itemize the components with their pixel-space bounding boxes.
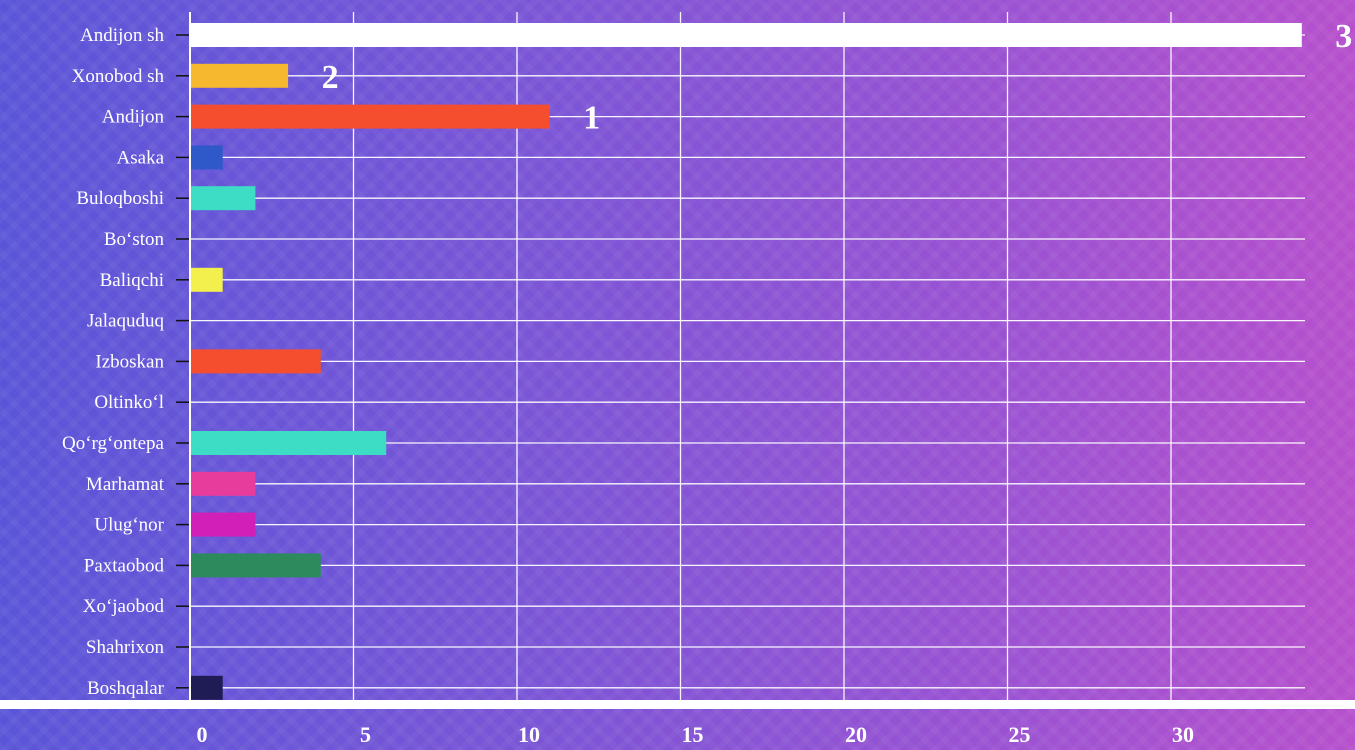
bar	[191, 145, 223, 170]
bar-labels: 3 2 1	[322, 18, 1353, 137]
y-axis-labels: Andijon sh Xonobod sh Andijon Asaka Buloqbos…	[62, 25, 165, 699]
category-label: Buloqboshi	[76, 188, 164, 209]
bars	[191, 23, 1302, 700]
category-label: Bo‘ston	[104, 229, 165, 250]
bar	[191, 104, 550, 129]
category-label: Xo‘jaobod	[83, 596, 165, 617]
category-label: Shahrixon	[86, 637, 165, 658]
x-tick-label: 30	[1172, 722, 1194, 747]
bar	[191, 471, 256, 496]
bar	[191, 349, 321, 374]
x-tick-label: 20	[845, 722, 867, 747]
bar-value-label: 1	[583, 100, 600, 137]
category-label: Asaka	[117, 147, 165, 168]
x-tick-label: 0	[197, 722, 208, 747]
bar	[191, 23, 1302, 47]
bar	[191, 431, 387, 455]
bar	[191, 267, 223, 292]
bar-value-label: 3	[1335, 18, 1352, 55]
bar	[191, 675, 223, 700]
category-label: Baliqchi	[100, 270, 164, 291]
category-label: Andijon sh	[80, 25, 164, 46]
x-tick-label: 25	[1009, 722, 1031, 747]
x-tick-label: 10	[518, 722, 540, 747]
bar	[191, 553, 321, 578]
bar	[191, 63, 289, 88]
category-label: Paxtaobod	[84, 555, 165, 576]
category-label: Oltinko‘l	[94, 392, 164, 413]
category-label: Qo‘rg‘ontepa	[62, 433, 165, 454]
category-label: Izboskan	[95, 351, 164, 372]
bar	[191, 512, 256, 537]
category-label: Jalaquduq	[87, 311, 165, 332]
bar-value-label: 2	[322, 59, 339, 96]
category-label: Boshqalar	[87, 678, 165, 699]
x-axis-ticks: 0 5 10 15 20 25 30	[197, 722, 1195, 747]
category-label: Ulug‘nor	[94, 515, 164, 536]
x-axis-band	[0, 700, 1355, 709]
category-label: Xonobod sh	[72, 66, 165, 87]
x-tick-label: 5	[360, 722, 371, 747]
category-label: Andijon	[102, 107, 165, 128]
category-label: Marhamat	[86, 474, 165, 495]
x-tick-label: 15	[682, 722, 704, 747]
bar	[191, 186, 256, 211]
